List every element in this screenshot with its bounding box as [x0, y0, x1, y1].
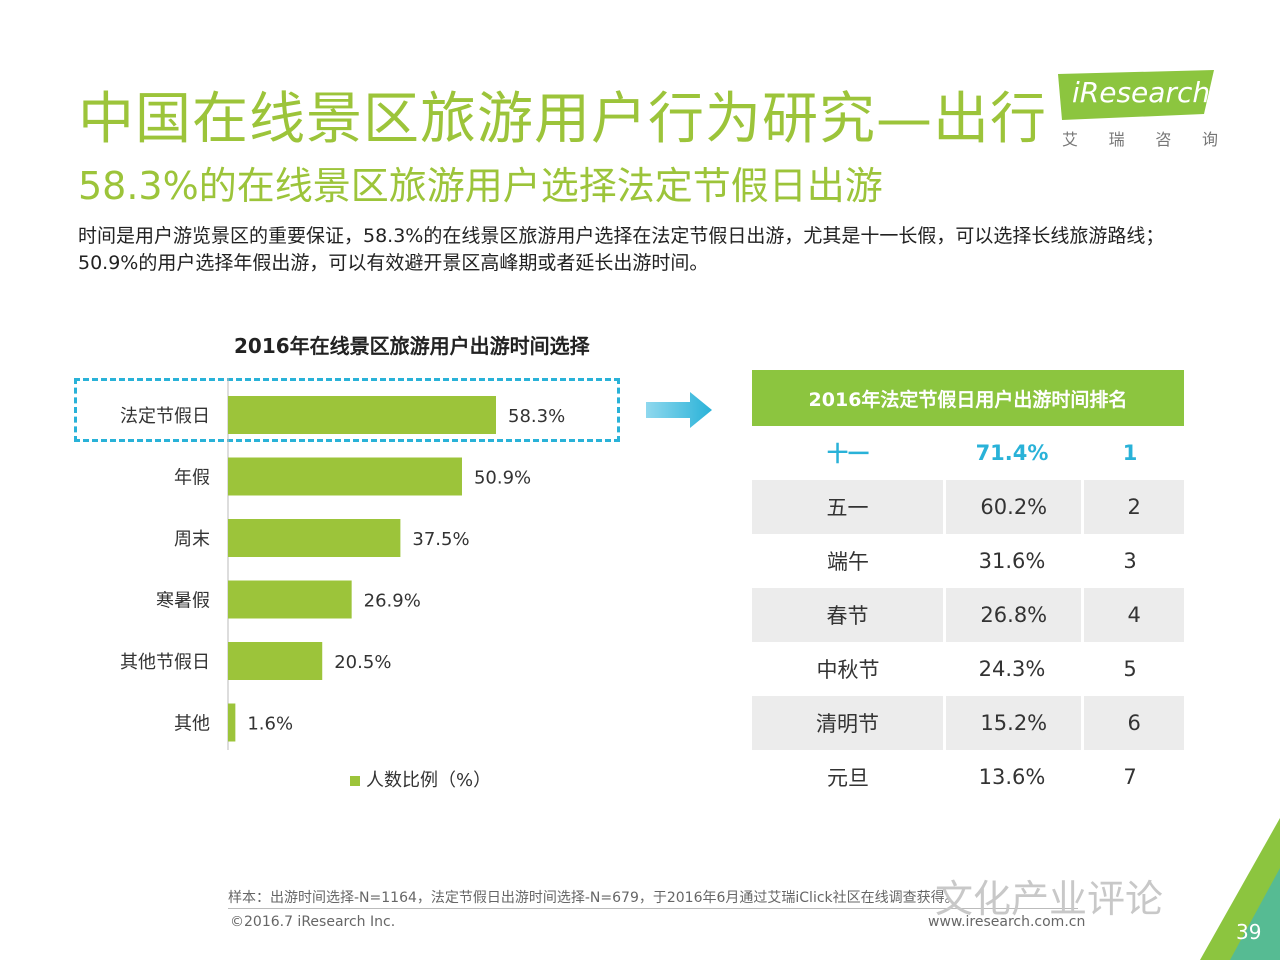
- category-label: 寒暑假: [156, 591, 210, 612]
- rank-cell: 4: [1084, 588, 1184, 642]
- ranking-table-title: 2016年法定节假日用户出游时间排名: [752, 370, 1184, 426]
- chart-title: 2016年在线景区旅游用户出游时间选择: [234, 334, 590, 358]
- chart-legend: 人数比例（%）: [350, 766, 491, 792]
- rank-cell: 6: [1084, 696, 1184, 750]
- holiday-cell: 五一: [752, 480, 944, 534]
- rank-cell: 3: [1123, 549, 1137, 573]
- holiday-cell: 元旦: [827, 766, 869, 790]
- share-cell: 71.4%: [975, 441, 1049, 465]
- copyright-text: ©2016.7 iResearch Inc.: [230, 914, 396, 930]
- bar: [228, 396, 496, 434]
- holiday-cell: 春节: [752, 588, 944, 642]
- page-subtitle: 58.3%的在线景区旅游用户选择法定节假日出游: [78, 164, 883, 208]
- legend-swatch: [350, 776, 360, 786]
- bar: [228, 457, 462, 496]
- page-title: 中国在线景区旅游用户行为研究—出行: [78, 87, 1047, 152]
- logo-sub-char: 艾: [1062, 130, 1079, 149]
- value-label: 50.9%: [474, 468, 531, 489]
- bar-chart: 法定节假日 58.3% 年假 50.9% 周末 37.5% 寒暑假 26.9% 其他节假日 20.…: [120, 378, 565, 750]
- ranking-table: 2016年法定节假日用户出游时间排名 十一 71.4% 1 五一 60.2% 2…: [752, 370, 1184, 804]
- value-label: 1.6%: [247, 714, 293, 735]
- bar: [228, 642, 323, 680]
- website-link[interactable]: www.iresearch.com.cn: [928, 914, 1086, 930]
- category-label: 法定节假日: [120, 406, 210, 427]
- logo-sub-char: 瑞: [1108, 130, 1125, 149]
- iresearch-logo: iResearch 艾 瑞 咨 询: [1058, 70, 1218, 150]
- corner-decoration: [1200, 818, 1280, 960]
- category-label: 年假: [174, 468, 210, 489]
- rank-cell: 5: [1123, 657, 1137, 681]
- table-row: 端午 31.6% 3: [752, 534, 1184, 588]
- category-label: 其他: [174, 714, 210, 735]
- rank-cell: 7: [1123, 765, 1137, 789]
- value-label: 58.3%: [508, 406, 565, 427]
- description-text: 时间是用户游览景区的重要保证，58.3%的在线景区旅游用户选择在法定节假日出游，…: [78, 225, 1165, 274]
- bar: [228, 580, 352, 619]
- logo-brand-text: iResearch: [1072, 76, 1211, 109]
- table-row: 元旦 13.6% 7: [752, 750, 1184, 804]
- table-row: 五一 60.2% 2: [752, 480, 1184, 534]
- holiday-cell: 十一: [827, 442, 869, 466]
- table-row: 十一 71.4% 1: [752, 426, 1184, 480]
- page-number: 39: [1236, 920, 1262, 944]
- share-cell: 31.6%: [978, 549, 1046, 573]
- value-label: 26.9%: [364, 591, 421, 612]
- holiday-cell: 中秋节: [816, 658, 880, 682]
- footer-divider: [228, 908, 1078, 909]
- legend-label: 人数比例（%）: [366, 770, 492, 791]
- share-cell: 26.8%: [946, 588, 1082, 642]
- rank-cell: 2: [1084, 480, 1184, 534]
- value-label: 37.5%: [412, 529, 469, 550]
- rank-cell: 1: [1122, 441, 1138, 465]
- holiday-cell: 清明节: [752, 696, 944, 750]
- table-row: 春节 26.8% 4: [752, 588, 1184, 642]
- right-arrow-icon: [646, 392, 712, 428]
- bar: [228, 519, 401, 557]
- category-label: 周末: [174, 529, 210, 550]
- logo-banner-shape: [1058, 70, 1214, 120]
- logo-sub-char: 询: [1201, 130, 1218, 149]
- share-cell: 15.2%: [946, 696, 1082, 750]
- value-label: 20.5%: [334, 652, 391, 673]
- watermark: 文化产业评论: [935, 877, 1164, 921]
- holiday-cell: 端午: [827, 550, 869, 574]
- sample-note: 样本：出游时间选择-N=1164，法定节假日出游时间选择-N=679，于2016…: [228, 890, 959, 906]
- share-cell: 13.6%: [978, 765, 1046, 789]
- table-row: 中秋节 24.3% 5: [752, 642, 1184, 696]
- category-label: 其他节假日: [120, 652, 210, 673]
- table-row: 清明节 15.2% 6: [752, 696, 1184, 750]
- logo-subtitle: 艾 瑞 咨 询: [1062, 126, 1218, 150]
- share-cell: 24.3%: [978, 657, 1046, 681]
- bar: [228, 703, 236, 742]
- share-cell: 60.2%: [946, 480, 1082, 534]
- logo-sub-char: 咨: [1155, 130, 1172, 149]
- highlight-box: [74, 378, 620, 442]
